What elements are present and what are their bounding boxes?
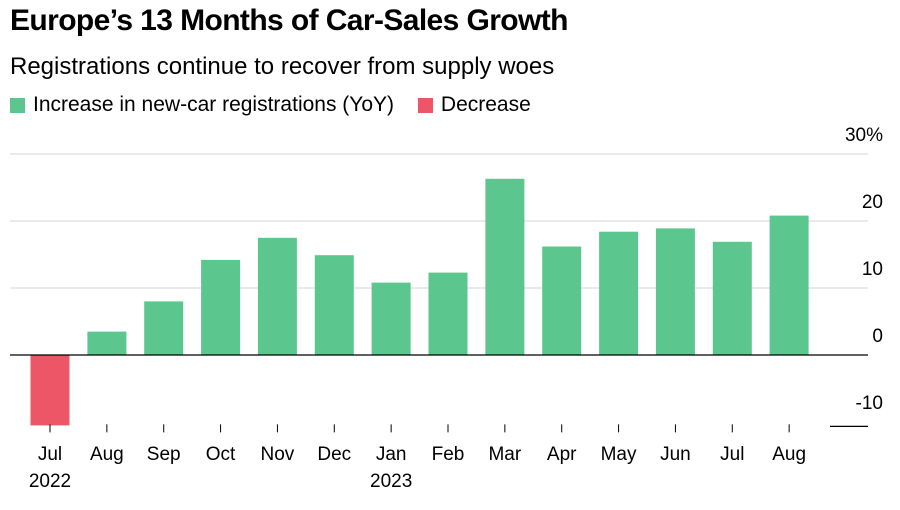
legend-item-decrease: Decrease	[417, 93, 531, 117]
bar	[201, 259, 241, 355]
x-tick-label: Jul	[720, 444, 744, 465]
chart-subtitle: Registrations continue to recover from s…	[10, 53, 555, 80]
bar	[769, 215, 809, 355]
x-tick-label: May	[601, 444, 637, 465]
x-year-label: 2022	[29, 471, 71, 492]
legend: Increase in new-car registrations (YoY) …	[10, 93, 549, 119]
y-tick-label: -10	[856, 393, 883, 414]
bar	[30, 355, 70, 426]
x-tick-label: Dec	[317, 444, 351, 465]
bar	[87, 331, 127, 355]
legend-item-increase: Increase in new-car registrations (YoY)	[10, 93, 394, 117]
bar	[314, 255, 354, 355]
x-tick-label: Mar	[488, 444, 521, 465]
y-tick-label: 10	[862, 259, 883, 280]
legend-label-increase: Increase in new-car registrations (YoY)	[33, 93, 395, 116]
bar	[712, 241, 752, 355]
x-tick-label: Nov	[261, 444, 295, 465]
legend-swatch-decrease	[417, 97, 433, 113]
x-tick-label: Jun	[660, 444, 691, 465]
bar	[144, 301, 184, 355]
chart-title: Europe’s 13 Months of Car-Sales Growth	[10, 4, 568, 37]
x-tick-label: Aug	[772, 444, 806, 465]
bar	[655, 228, 695, 355]
legend-label-decrease: Decrease	[440, 93, 531, 116]
bar	[542, 246, 582, 355]
x-year-label: 2023	[370, 471, 412, 492]
x-tick-label: Sep	[147, 444, 181, 465]
y-tick-label: 0	[872, 326, 883, 347]
legend-swatch-increase	[10, 97, 25, 113]
bar	[485, 178, 525, 355]
x-tick-label: Feb	[432, 444, 465, 465]
y-tick-label: 20	[862, 192, 883, 213]
bar	[257, 237, 297, 356]
bar	[371, 282, 411, 355]
x-tick-label: Oct	[206, 444, 236, 465]
x-tick-label: Apr	[547, 444, 577, 465]
bar	[428, 272, 468, 355]
x-tick-label: Aug	[90, 444, 124, 465]
x-tick-label: Jul	[38, 444, 62, 465]
x-tick-label: Jan	[376, 444, 407, 465]
bar	[599, 231, 639, 355]
y-tick-label: 30%	[845, 125, 883, 146]
